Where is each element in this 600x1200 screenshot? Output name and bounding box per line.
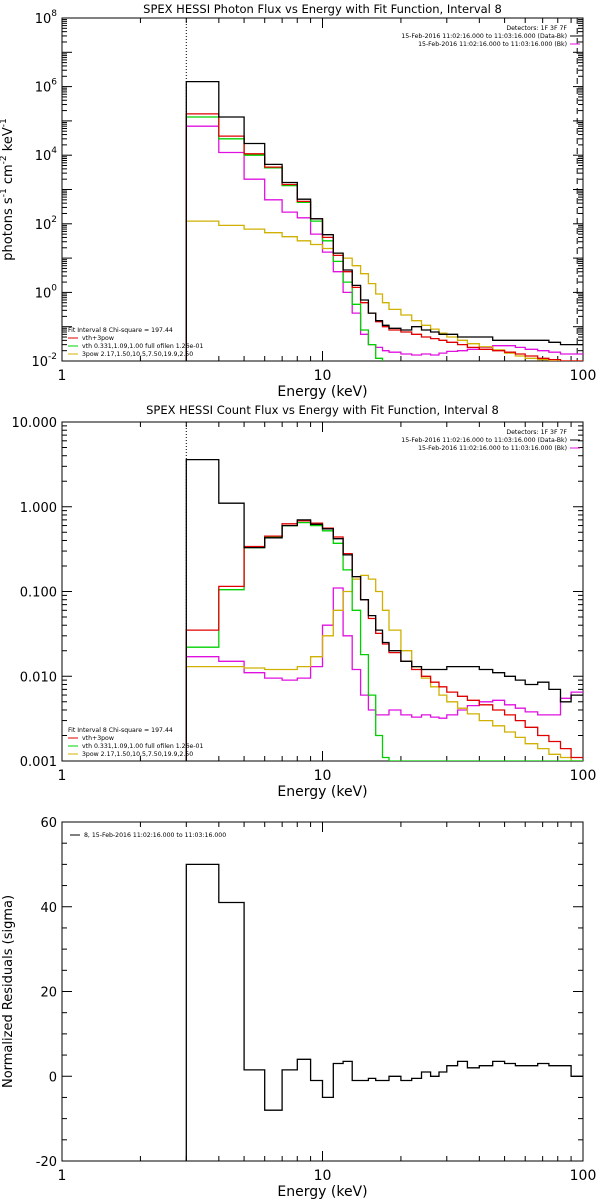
y-label-exponent: -1 <box>0 188 9 197</box>
y-tick-label: -20 <box>36 1155 57 1170</box>
x-axis-label: Energy (keV) <box>277 1184 367 1200</box>
legend-top-item: 8, 15-Feb-2016 11:02:16.000 to 11:03:16.… <box>84 832 226 839</box>
y-tick-base: 10 <box>35 218 52 233</box>
x-tick-label: 10 <box>314 1168 332 1184</box>
y-tick-exponent: 2 <box>51 215 57 225</box>
y-tick-label: 0.010 <box>20 670 57 685</box>
legend-right-item: Detectors: 1F 3F 7F <box>506 429 567 436</box>
y-tick-exponent: 6 <box>51 78 57 88</box>
series-2-step-line <box>185 521 583 761</box>
series-group <box>185 863 583 1161</box>
legend-left-item: Fit Interval 8 Chi-square = 197.44 <box>68 727 173 734</box>
y-label-text: cm <box>1 164 16 188</box>
series-3-step-line <box>185 220 583 361</box>
y-tick-exponent: -2 <box>48 352 57 362</box>
y-tick-base: 60 <box>40 816 57 831</box>
series-1-step-line <box>185 520 583 761</box>
x-tick-label: 100 <box>570 1168 597 1184</box>
y-tick-label: 60 <box>40 816 57 831</box>
legend-right-item: 15-Feb-2016 11:02:16.000 to 11:03:16.000… <box>401 437 567 444</box>
y-tick-base: 10 <box>35 286 52 301</box>
chart-panel-2: SPEX HESSI Count Flux vs Energy with Fit… <box>12 403 597 800</box>
y-tick-base: 10 <box>31 355 48 370</box>
y-tick-label: 20 <box>40 986 57 1001</box>
y-tick-label: 0.100 <box>20 586 57 601</box>
y-tick-base: 0.100 <box>20 586 57 601</box>
chart-title: SPEX HESSI Photon Flux vs Energy with Fi… <box>143 2 502 16</box>
y-tick-label: 10-2 <box>31 352 57 370</box>
y-tick-exponent: 4 <box>51 146 57 156</box>
legend-left-item: vth 0.331,1.09,1.00 full ofilen 1.26e-01 <box>82 743 203 750</box>
y-tick-base: 10.000 <box>12 416 58 431</box>
x-tick-label: 1 <box>58 1168 67 1184</box>
y-tick-base: -20 <box>36 1155 57 1170</box>
legend-left-item: vth 0.331,1.09,1.00 full ofilen 1.26e-01 <box>82 343 203 350</box>
plot-frame <box>61 821 584 1162</box>
x-tick-label: 1 <box>58 768 67 784</box>
legend-left-item: 3pow 2.17,1.50,10.5,7.50,19.9,2.50 <box>82 351 193 358</box>
y-tick-label: 104 <box>35 146 58 164</box>
y-tick-base: 40 <box>40 901 57 916</box>
legend-right-item: 15-Feb-2016 11:02:16.000 to 11:03:16.000… <box>418 445 567 452</box>
y-tick-base: 10 <box>35 149 52 164</box>
x-tick-label: 100 <box>570 768 597 784</box>
series-4-step-line <box>185 125 583 361</box>
y-tick-label: 106 <box>35 78 58 96</box>
legend-left-item: vth+3pow <box>82 735 114 742</box>
y-axis-label: photons s-1 cm-2 keV-1 <box>0 118 16 260</box>
plot-frame <box>61 17 584 362</box>
chart-panel-1: SPEX HESSI Photon Flux vs Energy with Fi… <box>0 2 596 400</box>
series-4-step-line <box>185 587 583 761</box>
legend-right-item: 15-Feb-2016 11:02:16.000 to 11:03:16.000… <box>401 33 567 40</box>
chart-panel-3: 1 10 100 Energy (keV) -20 0 20 40 60 Normalized R… <box>1 816 596 1200</box>
y-tick-base: 0.001 <box>20 755 57 770</box>
y-tick-base: 10 <box>35 12 52 27</box>
y-tick-base: 0.010 <box>20 670 57 685</box>
x-tick-label: 10 <box>314 368 332 384</box>
y-tick-label: 0 <box>49 1070 57 1085</box>
series-3-step-line <box>185 574 583 761</box>
y-label-exponent: -1 <box>0 118 9 127</box>
y-tick-exponent: 8 <box>51 9 57 19</box>
y-tick-label: 108 <box>35 9 58 27</box>
y-tick-label: 0.001 <box>20 755 57 770</box>
legend-left-item: 3pow 2.17,1.50,10.5,7.50,19.9,2.50 <box>82 751 193 758</box>
y-axis-label: Normalized Residuals (sigma) <box>1 895 16 1088</box>
y-tick-exponent: 0 <box>51 283 57 293</box>
x-tick-label: 100 <box>570 368 597 384</box>
x-axis-label: Energy (keV) <box>277 384 367 400</box>
y-tick-label: 100 <box>35 283 58 301</box>
y-label-text: keV <box>1 127 16 155</box>
series-0-step-line <box>185 458 583 761</box>
legend-left-item: vth+3pow <box>82 335 114 342</box>
y-tick-label: 102 <box>35 215 57 233</box>
legend-left-item: Fit Interval 8 Chi-square = 197.44 <box>68 327 173 334</box>
x-tick-label: 1 <box>58 368 67 384</box>
chart-title: SPEX HESSI Count Flux vs Energy with Fit… <box>146 403 499 417</box>
y-tick-label: 40 <box>40 901 57 916</box>
series-0-step-line <box>185 863 583 1161</box>
series-group <box>185 458 583 761</box>
y-tick-base: 20 <box>40 986 57 1001</box>
y-tick-base: 1.000 <box>20 501 57 516</box>
y-tick-base: 0 <box>49 1070 57 1085</box>
x-axis-label: Energy (keV) <box>277 784 367 800</box>
y-tick-label: 10.000 <box>12 416 58 431</box>
series-0-step-line <box>185 80 583 361</box>
x-tick-label: 10 <box>314 768 332 784</box>
y-label-exponent: -2 <box>0 155 9 164</box>
legend-right-item: Detectors: 1F 3F 7F <box>506 25 567 32</box>
y-tick-label: 1.000 <box>20 501 57 516</box>
y-label-text: photons s <box>1 197 16 261</box>
series-2-step-line <box>185 116 384 361</box>
y-tick-base: 10 <box>35 81 52 96</box>
legend-right-item: 15-Feb-2016 11:02:16.000 to 11:03:16.000… <box>418 41 567 48</box>
series-group <box>185 80 583 361</box>
